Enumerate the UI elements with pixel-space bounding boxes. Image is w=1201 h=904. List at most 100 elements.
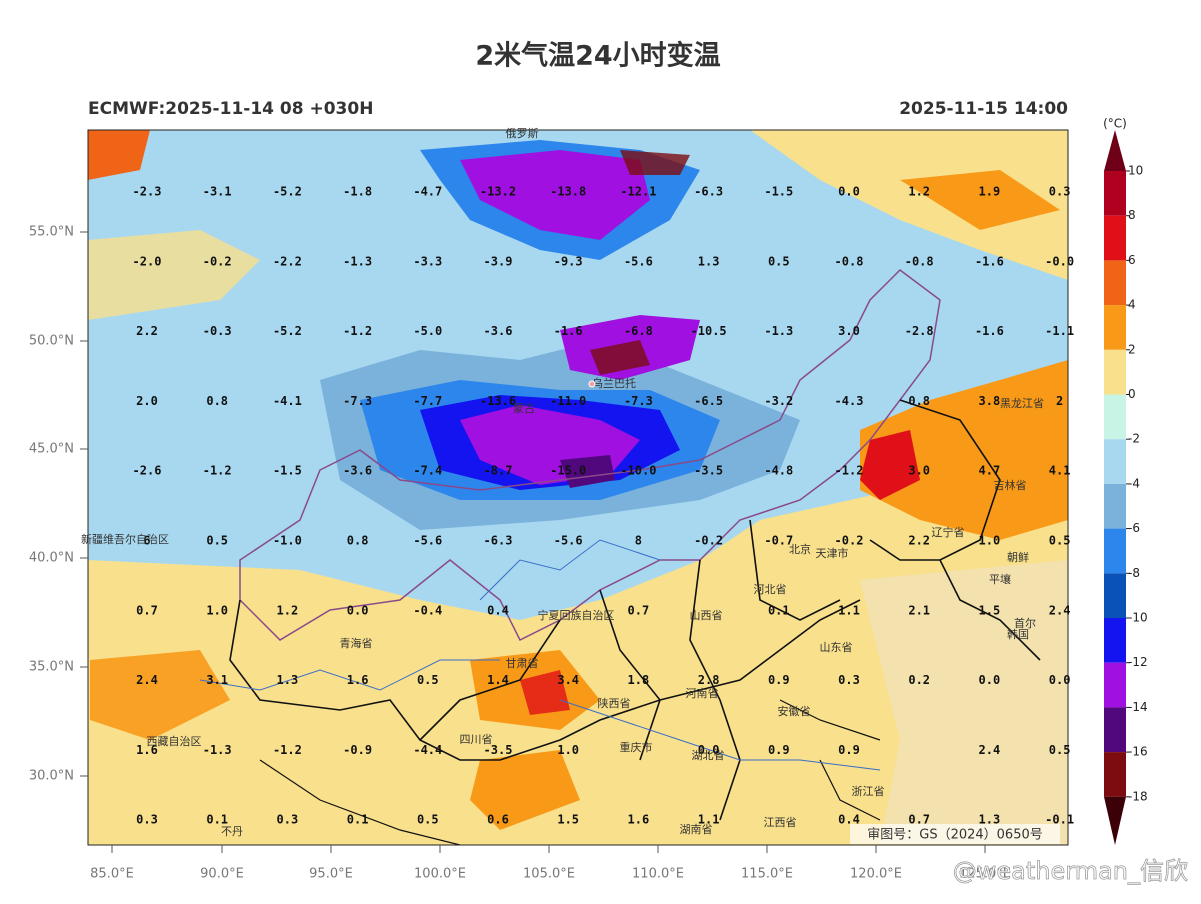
place-label: 湖南省: [680, 823, 713, 836]
grid-value: 2.8: [698, 673, 720, 687]
grid-value: -2.2: [273, 254, 302, 268]
place-label: 乌兰巴托: [592, 376, 636, 390]
grid-value: -3.6: [343, 464, 372, 478]
grid-value: 1.3: [698, 254, 720, 268]
grid-value: 1.2: [277, 603, 299, 617]
grid-value: -6.8: [624, 324, 653, 338]
grid-value: -1.0: [273, 534, 302, 548]
colorbar-segment: [1104, 483, 1126, 529]
colorbar-label: 4: [1128, 298, 1136, 312]
grid-value: -7.3: [624, 394, 653, 408]
approval-text: 审图号：GS（2024）0650号: [867, 828, 1043, 843]
lon-label: 110.0°E: [632, 867, 684, 882]
watermark: @weatherman_信欣: [953, 857, 1188, 885]
grid-value: -2.8: [905, 324, 934, 338]
grid-value: -2.6: [133, 464, 162, 478]
grid-value: 2.2: [136, 324, 158, 338]
grid-value: -1.3: [343, 254, 372, 268]
grid-value: -1.6: [975, 254, 1004, 268]
grid-value: 0.4: [487, 603, 509, 617]
grid-value: 0.7: [908, 813, 930, 827]
lat-label: 35.0°N: [29, 660, 74, 675]
colorbar-label: -12: [1128, 655, 1148, 669]
grid-value: 1.1: [698, 813, 720, 827]
grid-value: -6.5: [694, 394, 723, 408]
grid-value: 2: [1056, 394, 1063, 408]
colorbar-segment: [1104, 573, 1126, 618]
grid-value: -3.5: [484, 743, 513, 757]
grid-value: -2.3: [133, 185, 162, 199]
place-label: 青海省: [340, 636, 373, 650]
grid-value: 0.9: [768, 673, 790, 687]
lat-label: 55.0°N: [29, 225, 74, 240]
grid-value: 3.8: [979, 394, 1001, 408]
colorbar-segment: [1104, 349, 1126, 395]
grid-value: -0.8: [905, 254, 934, 268]
grid-value: 3.1: [206, 673, 228, 687]
colorbar: (°C) 10 8 6 4 2 0 -2 -4 -6 -8 -10 -12 -14 -16 -18: [1103, 117, 1148, 845]
grid-value: 1.3: [979, 813, 1001, 827]
map-field: [88, 130, 1068, 845]
place-label: 浙江省: [852, 785, 885, 798]
grid-value: -1.8: [343, 185, 372, 199]
lon-label: 90.0°E: [200, 867, 244, 882]
grid-value: 1.1: [838, 603, 860, 617]
grid-value: -1.2: [273, 743, 302, 757]
map-frame: [87, 129, 1069, 846]
place-label: 山东省: [820, 641, 853, 654]
grid-value: -0.4: [413, 603, 442, 617]
lon-label: 105.0°E: [523, 867, 575, 882]
subtitle-left: ECMWF:2025-11-14 08 +030H: [88, 99, 373, 119]
lon-label: 125.0°E: [959, 867, 1011, 882]
grid-value: 0.5: [768, 254, 790, 268]
grid-value: 0.3: [1049, 185, 1071, 199]
colorbar-segment: [1104, 662, 1126, 708]
colorbar-label: 6: [1128, 253, 1136, 267]
grid-value: -10.5: [691, 324, 727, 338]
grid-value: 1.8: [628, 673, 650, 687]
grid-value: 1.5: [979, 603, 1001, 617]
grid-value: 1.0: [206, 603, 228, 617]
place-label: 河北省: [754, 583, 787, 596]
grid-value: -3.1: [203, 185, 232, 199]
colorbar-segment: [1104, 618, 1126, 663]
place-label: 辽宁省: [932, 525, 965, 539]
grid-value: 0.0: [1049, 673, 1071, 687]
grid-value: -13.6: [480, 394, 516, 408]
grid-value: 6: [143, 534, 150, 548]
grid-value: -3.5: [694, 464, 723, 478]
grid-value: -5.2: [273, 324, 302, 338]
grid-value: 0.4: [838, 813, 860, 827]
grid-value: 1.5: [557, 813, 579, 827]
grid-value: 0.3: [277, 813, 299, 827]
place-label: 甘肃省: [506, 657, 539, 670]
grid-value: -7.3: [343, 394, 372, 408]
colorbar-segment: [1104, 305, 1126, 350]
colorbar-label: -18: [1128, 789, 1148, 803]
grid-value: -8.7: [484, 464, 513, 478]
grid-value: -1.3: [764, 324, 793, 338]
colorbar-segment: [1104, 752, 1126, 797]
grid-value: 0.0: [979, 673, 1001, 687]
grid-value: -0.2: [203, 254, 232, 268]
grid-value: 4.7: [979, 464, 1001, 478]
colorbar-arrow-top: [1104, 130, 1126, 171]
grid-value: 0.1: [347, 813, 369, 827]
colorbar-label: 2: [1128, 342, 1136, 356]
grid-value: 0.1: [206, 813, 228, 827]
colorbar-label: -8: [1128, 566, 1140, 580]
grid-value: -7.7: [413, 394, 442, 408]
colorbar-segment: [1104, 439, 1126, 484]
place-label: 湖北省: [692, 749, 725, 762]
grid-value: 1.0: [979, 534, 1001, 548]
grid-value: 1.6: [628, 813, 650, 827]
grid-value: 0.5: [417, 673, 439, 687]
grid-value: -4.1: [273, 394, 302, 408]
grid-value: 0.0: [838, 185, 860, 199]
grid-value: -7.4: [413, 464, 442, 478]
grid-value: -3.3: [413, 254, 442, 268]
lat-label: 45.0°N: [29, 442, 74, 457]
grid-value: 2.2: [908, 534, 930, 548]
grid-value: 1.6: [136, 743, 158, 757]
place-label: 陕西省: [598, 696, 631, 710]
